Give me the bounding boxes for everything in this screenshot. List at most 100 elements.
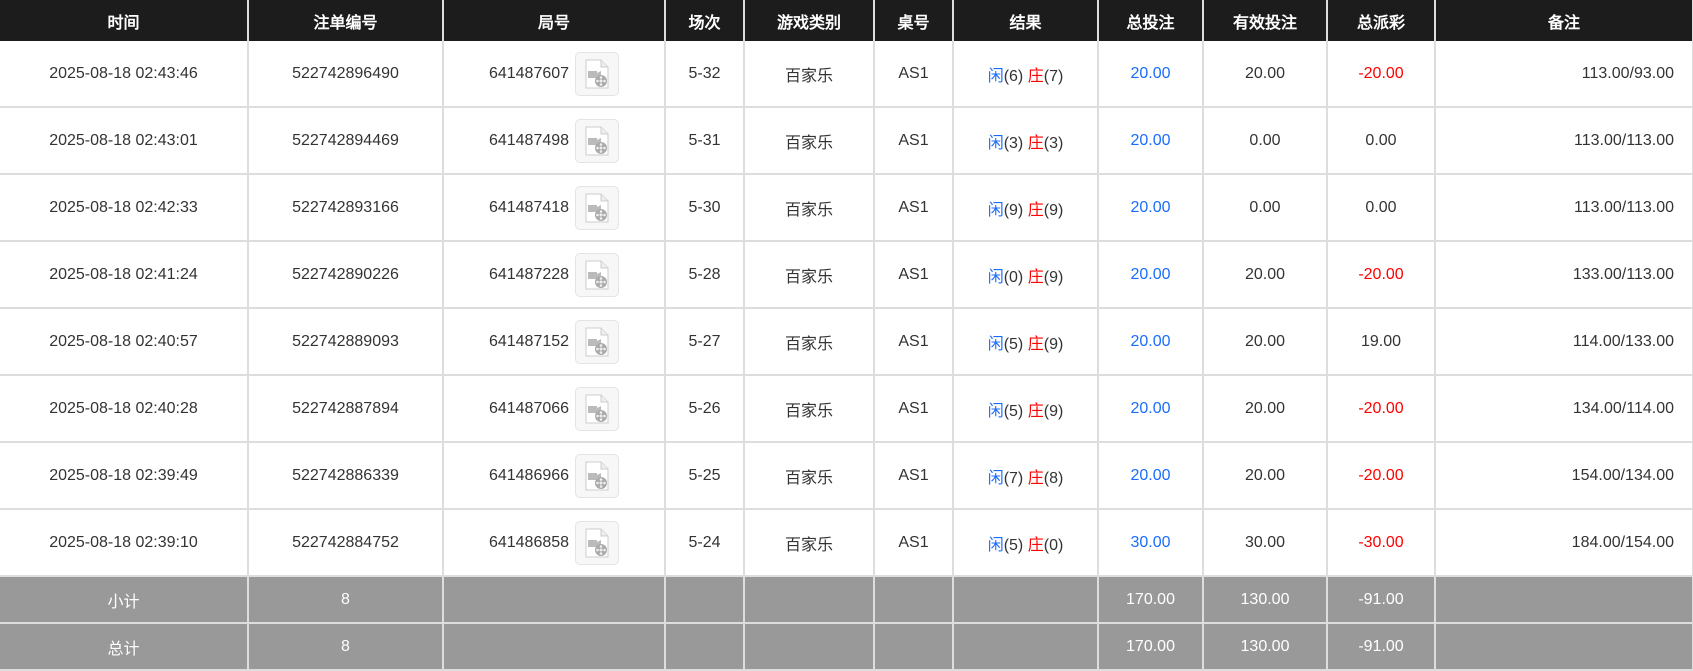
bet-id: 522742884752 xyxy=(248,509,444,577)
total-label: 总计 xyxy=(0,623,249,671)
banker-score: (9) xyxy=(1043,335,1064,353)
game-type: 百家乐 xyxy=(744,241,875,309)
table-no: AS1 xyxy=(874,107,954,175)
game-type: 百家乐 xyxy=(744,308,875,376)
empty-cell xyxy=(874,576,954,624)
banker-score: (9) xyxy=(1043,268,1064,286)
column-header-time[interactable]: 时间 xyxy=(0,0,249,41)
result: 闲(0) 庄(9) xyxy=(953,241,1099,309)
table-no: AS1 xyxy=(874,442,954,510)
bet-time: 2025-08-18 02:39:10 xyxy=(0,509,249,577)
player-label: 闲 xyxy=(987,402,1004,420)
banker-label: 庄 xyxy=(1027,469,1044,487)
column-header-game-type[interactable]: 游戏类别 xyxy=(744,0,875,41)
column-header-shoe[interactable]: 场次 xyxy=(665,0,745,41)
valid-bet: 20.00 xyxy=(1203,308,1328,376)
banker-score: (9) xyxy=(1043,402,1064,420)
valid-bet: 0.00 xyxy=(1203,107,1328,175)
note: 113.00/113.00 xyxy=(1435,107,1693,175)
bet-time: 2025-08-18 02:43:46 xyxy=(0,41,249,108)
column-header-valid-bet[interactable]: 有效投注 xyxy=(1203,0,1328,41)
round-cell: 641487418 xyxy=(443,174,666,242)
round-id: 641486858 xyxy=(488,533,570,551)
payout: -20.00 xyxy=(1327,375,1436,443)
column-header-payout[interactable]: 总派彩 xyxy=(1327,0,1436,41)
bet-time: 2025-08-18 02:40:28 xyxy=(0,375,249,443)
total-bet: 20.00 xyxy=(1098,308,1204,376)
table-row: 2025-08-18 02:42:33 522742893166 641487418… xyxy=(0,174,1693,242)
total-row: 总计 8 170.00 130.00 -91.00 xyxy=(0,623,1693,671)
shoe: 5-31 xyxy=(665,107,745,175)
payout: 0.00 xyxy=(1327,107,1436,175)
table-row: 2025-08-18 02:39:10 522742884752 641486858… xyxy=(0,509,1693,577)
result: 闲(5) 庄(9) xyxy=(953,375,1099,443)
video-file-icon[interactable] xyxy=(575,453,620,498)
column-header-note[interactable]: 备注 xyxy=(1435,0,1693,41)
empty-cell xyxy=(744,576,875,624)
banker-label: 庄 xyxy=(1027,268,1044,286)
empty-cell xyxy=(874,623,954,671)
player-score: (0) xyxy=(1003,268,1024,286)
valid-bet: 20.00 xyxy=(1203,41,1328,108)
video-file-icon[interactable] xyxy=(575,185,620,230)
subtotal-payout: -91.00 xyxy=(1327,576,1436,624)
player-label: 闲 xyxy=(987,134,1004,152)
table-no: AS1 xyxy=(874,308,954,376)
empty-cell xyxy=(1435,623,1693,671)
player-label: 闲 xyxy=(987,268,1004,286)
round-cell: 641487607 xyxy=(443,41,666,108)
note: 113.00/113.00 xyxy=(1435,174,1693,242)
column-header-result[interactable]: 结果 xyxy=(953,0,1099,41)
banker-score: (3) xyxy=(1043,134,1064,152)
player-score: (6) xyxy=(1003,67,1024,85)
table-header: 时间 注单编号 局号 场次 游戏类别 桌号 结果 总投注 有效投注 总派彩 备注 xyxy=(0,0,1693,41)
total-bet: 20.00 xyxy=(1098,442,1204,510)
banker-label: 庄 xyxy=(1027,201,1044,219)
bet-time: 2025-08-18 02:42:33 xyxy=(0,174,249,242)
table-no: AS1 xyxy=(874,241,954,309)
table-row: 2025-08-18 02:43:01 522742894469 641487498… xyxy=(0,107,1693,175)
video-file-icon[interactable] xyxy=(575,252,620,297)
total-bet: 20.00 xyxy=(1098,107,1204,175)
round-id: 641487066 xyxy=(488,399,570,417)
bet-id: 522742887894 xyxy=(248,375,444,443)
player-score: (5) xyxy=(1003,335,1024,353)
player-score: (5) xyxy=(1003,402,1024,420)
video-file-icon[interactable] xyxy=(575,520,620,565)
banker-score: (9) xyxy=(1043,201,1064,219)
player-label: 闲 xyxy=(987,67,1004,85)
banker-label: 庄 xyxy=(1027,536,1044,554)
shoe: 5-24 xyxy=(665,509,745,577)
player-score: (7) xyxy=(1003,469,1024,487)
subtotal-label: 小计 xyxy=(0,576,249,624)
table-no: AS1 xyxy=(874,174,954,242)
column-header-bet-id[interactable]: 注单编号 xyxy=(248,0,444,41)
bet-id: 522742889093 xyxy=(248,308,444,376)
video-file-icon[interactable] xyxy=(575,319,620,364)
bet-time: 2025-08-18 02:40:57 xyxy=(0,308,249,376)
round-id: 641487607 xyxy=(488,64,570,82)
column-header-table-no[interactable]: 桌号 xyxy=(874,0,954,41)
subtotal-count: 8 xyxy=(248,576,444,624)
round-cell: 641487066 xyxy=(443,375,666,443)
total-total-bet: 170.00 xyxy=(1098,623,1204,671)
column-header-total-bet[interactable]: 总投注 xyxy=(1098,0,1204,41)
game-type: 百家乐 xyxy=(744,375,875,443)
banker-label: 庄 xyxy=(1027,134,1044,152)
table-no: AS1 xyxy=(874,509,954,577)
result: 闲(5) 庄(0) xyxy=(953,509,1099,577)
empty-cell xyxy=(443,576,666,624)
player-label: 闲 xyxy=(987,536,1004,554)
video-file-icon[interactable] xyxy=(575,51,620,96)
video-file-icon[interactable] xyxy=(575,118,620,163)
valid-bet: 20.00 xyxy=(1203,241,1328,309)
round-id: 641487498 xyxy=(488,131,570,149)
total-valid-bet: 130.00 xyxy=(1203,623,1328,671)
player-label: 闲 xyxy=(987,201,1004,219)
video-file-icon[interactable] xyxy=(575,386,620,431)
shoe: 5-32 xyxy=(665,41,745,108)
valid-bet: 0.00 xyxy=(1203,174,1328,242)
subtotal-row: 小计 8 170.00 130.00 -91.00 xyxy=(0,576,1693,624)
column-header-round[interactable]: 局号 xyxy=(443,0,666,41)
